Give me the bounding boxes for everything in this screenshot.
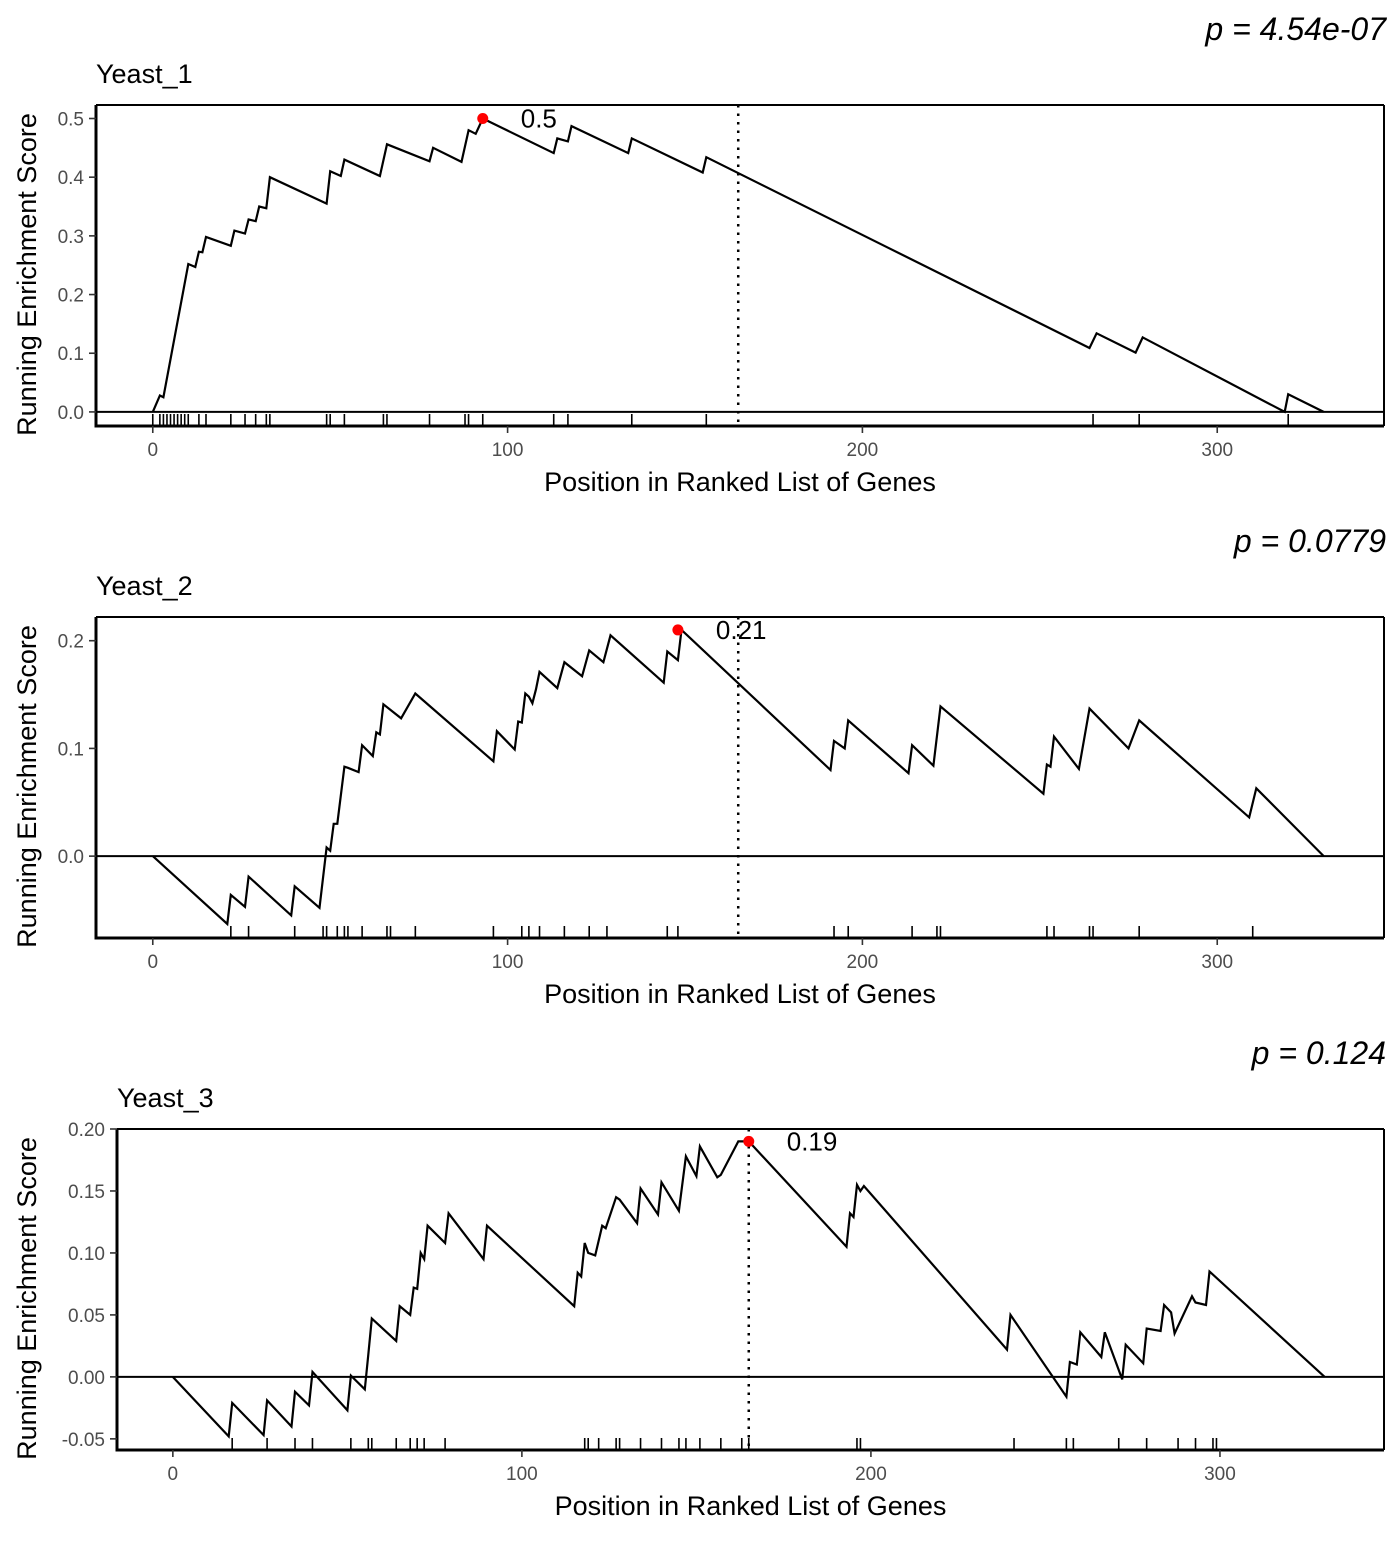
p-value-label: p = 4.54e-07 [1204,11,1387,47]
p-value-label: p = 0.124 [1251,1035,1386,1071]
peak-label: 0.5 [521,103,557,133]
y-tick-label: 0.15 [68,1182,105,1203]
x-tick-label: 200 [855,1464,887,1485]
y-tick-label: 0.5 [58,109,84,130]
x-axis-title: Position in Ranked List of Genes [555,1491,947,1521]
peak-point [743,1135,755,1147]
x-tick-label: 0 [147,952,158,973]
y-tick-label: 0.4 [58,168,85,189]
running-es-line [152,627,1325,927]
x-tick-label: 0 [168,1464,179,1485]
panel-2: 0.21 0.0 0.1 0.2 0 100 200 300 Position in Ranke… [12,523,1386,1009]
peak-label: 0.21 [716,615,767,645]
y-axis-title: Running Enrichment Score [12,113,42,436]
panel-title: Yeast_3 [117,1083,214,1113]
x-axis-title: Position in Ranked List of Genes [544,979,936,1009]
x-axis-title: Position in Ranked List of Genes [544,467,936,497]
y-tick-label: 0.1 [58,344,84,365]
y-tick-label: 0.00 [68,1368,105,1389]
panel-3: 0.19 -0.05 0.00 0.05 0.10 0.15 0.20 0 100 200 300 P… [12,1035,1386,1521]
panel-title: Yeast_2 [96,571,193,601]
y-tick-label: 0.05 [68,1306,105,1327]
y-tick-label: 0.0 [58,403,84,424]
x-tick-label: 200 [847,952,879,973]
x-tick-label: 100 [492,952,524,973]
y-tick-label: 0.3 [58,227,84,248]
y-tick-label: -0.05 [62,1430,105,1451]
running-es-line [151,117,1325,414]
y-axis-title: Running Enrichment Score [12,1137,42,1460]
panel-1: 0.5 0.0 0.1 0.2 0.3 0.4 0.5 0 100 200 300 Position … [12,11,1387,497]
y-tick-label: 0.10 [68,1244,105,1265]
y-tick-label: 0.1 [58,739,84,760]
peak-point [672,624,684,636]
x-tick-label: 100 [492,440,524,461]
peak-point [477,112,489,124]
plot-area [96,617,1384,938]
x-tick-label: 300 [1201,440,1233,461]
p-value-label: p = 0.0779 [1233,523,1386,559]
running-es-line [171,1140,1326,1439]
y-tick-label: 0.2 [58,286,84,307]
x-tick-label: 300 [1204,1464,1236,1485]
y-tick-label: 0.2 [58,632,84,653]
x-tick-label: 200 [847,440,879,461]
panel-title: Yeast_1 [96,59,193,89]
y-tick-label: 0.20 [68,1120,105,1141]
x-tick-label: 0 [147,440,158,461]
plot-area [117,1129,1384,1450]
plot-area [96,105,1384,426]
y-tick-label: 0.0 [58,847,84,868]
x-tick-label: 100 [506,1464,538,1485]
x-tick-label: 300 [1201,952,1233,973]
y-axis-title: Running Enrichment Score [12,625,42,948]
peak-label: 0.19 [787,1126,838,1156]
